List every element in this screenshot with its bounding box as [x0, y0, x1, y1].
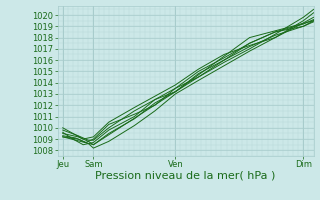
X-axis label: Pression niveau de la mer( hPa ): Pression niveau de la mer( hPa ) — [95, 171, 276, 181]
